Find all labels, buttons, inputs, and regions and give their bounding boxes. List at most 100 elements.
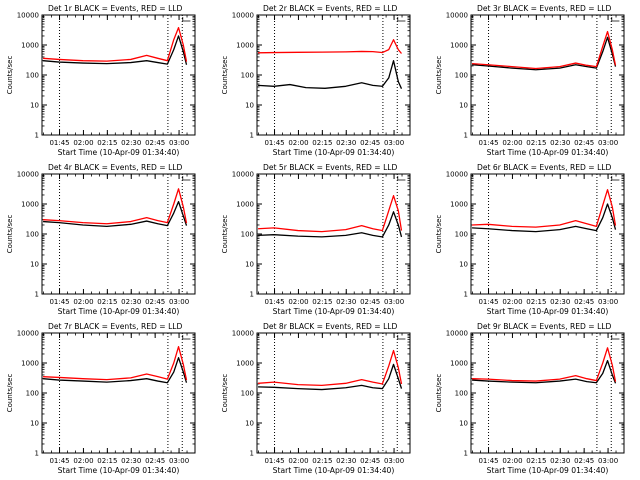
y-tick-label: 10000 [446, 171, 468, 179]
x-tick-label: 02:15 [526, 139, 546, 147]
y-tick-label: 10 [245, 261, 254, 269]
x-tick-label: 02:00 [73, 457, 93, 465]
lld-series-line [43, 188, 188, 225]
x-tick-label: 02:15 [97, 139, 117, 147]
chart-title: Det 1r BLACK = Events, RED = LLD [48, 4, 183, 13]
plot-frame [470, 14, 625, 136]
x-tick-label: 02:45 [574, 298, 594, 306]
y-tick-label: 10 [459, 261, 468, 269]
interval-bracket [611, 17, 620, 22]
lld-series-line [43, 346, 188, 381]
y-tick-label: 1 [464, 450, 468, 458]
interval-bracket [182, 176, 191, 181]
x-tick-label: 02:00 [73, 139, 93, 147]
y-axis-label: Counts/sec [6, 374, 14, 413]
lld-series-line [472, 347, 617, 382]
events-series-line [258, 211, 403, 238]
y-axis-label: Counts/sec [221, 215, 229, 254]
x-tick-label: 01:45 [478, 298, 498, 306]
interval-bracket [611, 176, 620, 181]
y-tick-label: 1000 [21, 42, 39, 50]
y-tick-label: 100 [26, 72, 39, 80]
x-tick-label: 01:45 [478, 457, 498, 465]
chart-title: Det 3r BLACK = Events, RED = LLD [477, 4, 612, 13]
x-tick-label: 02:00 [73, 298, 93, 306]
x-tick-label: 02:00 [502, 457, 522, 465]
x-tick-label: 02:00 [288, 139, 308, 147]
interval-bracket [397, 176, 406, 181]
events-series-line [43, 35, 188, 65]
chart-title: Det 2r BLACK = Events, RED = LLD [263, 4, 398, 13]
events-series-line [258, 363, 403, 391]
x-tick-label: 02:45 [574, 457, 594, 465]
x-tick-label: 02:30 [550, 457, 570, 465]
x-tick-label: 02:15 [312, 457, 332, 465]
y-tick-label: 1 [464, 291, 468, 299]
y-tick-label: 10000 [17, 330, 39, 338]
x-axis-label: Start Time (10-Apr-09 01:34:40) [273, 466, 395, 475]
interval-bracket [182, 335, 191, 340]
x-tick-label: 03:00 [384, 457, 404, 465]
x-tick-label: 03:00 [598, 298, 618, 306]
chart-panel-6: Det 6r BLACK = Events, RED = LLD 1 10 100 10… [435, 163, 625, 316]
y-tick-label: 10000 [446, 330, 468, 338]
x-tick-label: 02:30 [121, 298, 141, 306]
x-tick-label: 01:45 [264, 457, 284, 465]
plot-frame [41, 173, 196, 295]
events-series-line [472, 203, 617, 233]
y-axis-label: Counts/sec [435, 215, 443, 254]
x-tick-label: 01:45 [264, 139, 284, 147]
x-axis-label: Start Time (10-Apr-09 01:34:40) [487, 307, 609, 316]
x-tick-label: 02:45 [360, 139, 380, 147]
y-tick-label: 1 [464, 132, 468, 140]
y-tick-label: 1 [250, 450, 254, 458]
y-tick-label: 100 [26, 390, 39, 398]
y-tick-label: 1000 [450, 201, 468, 209]
x-tick-label: 02:45 [360, 298, 380, 306]
y-tick-label: 1 [250, 132, 254, 140]
x-tick-label: 02:30 [121, 139, 141, 147]
x-tick-label: 02:30 [121, 457, 141, 465]
plot-frame [256, 173, 411, 295]
y-tick-label: 10 [30, 261, 39, 269]
x-tick-label: 01:45 [264, 298, 284, 306]
x-tick-label: 02:30 [550, 298, 570, 306]
chart-panel-9: Det 9r BLACK = Events, RED = LLD 1 10 100 10… [435, 322, 625, 475]
chart-panel-5: Det 5r BLACK = Events, RED = LLD 1 10 100 10… [221, 163, 411, 316]
y-axis-label: Counts/sec [6, 56, 14, 95]
y-tick-label: 10000 [446, 12, 468, 20]
lld-series-line [258, 349, 403, 386]
events-series-line [43, 357, 188, 384]
x-tick-label: 01:45 [49, 457, 69, 465]
x-tick-label: 02:45 [145, 457, 165, 465]
y-tick-label: 100 [241, 72, 254, 80]
y-tick-label: 100 [455, 72, 468, 80]
y-tick-label: 1000 [21, 360, 39, 368]
x-tick-label: 03:00 [169, 139, 189, 147]
y-tick-label: 10000 [17, 171, 39, 179]
chart-panel-2: Det 2r BLACK = Events, RED = LLD 1 10 100 10… [221, 4, 411, 157]
events-series-line [258, 60, 403, 89]
y-tick-label: 10000 [232, 171, 254, 179]
x-tick-label: 02:30 [336, 298, 356, 306]
x-tick-label: 02:15 [97, 457, 117, 465]
x-axis-label: Start Time (10-Apr-09 01:34:40) [58, 148, 180, 157]
x-tick-label: 03:00 [598, 457, 618, 465]
chart-title: Det 6r BLACK = Events, RED = LLD [477, 163, 612, 172]
x-tick-label: 01:45 [49, 298, 69, 306]
chart-title: Det 8r BLACK = Events, RED = LLD [263, 322, 398, 331]
x-tick-label: 03:00 [384, 298, 404, 306]
x-tick-label: 02:15 [312, 298, 332, 306]
y-tick-label: 1 [35, 291, 39, 299]
y-tick-label: 10 [245, 102, 254, 110]
interval-bracket [397, 17, 406, 22]
lld-series-line [43, 26, 188, 62]
y-tick-label: 1000 [236, 42, 254, 50]
x-tick-label: 02:45 [360, 457, 380, 465]
x-axis-label: Start Time (10-Apr-09 01:34:40) [273, 148, 395, 157]
x-axis-label: Start Time (10-Apr-09 01:34:40) [487, 148, 609, 157]
y-tick-label: 10000 [17, 12, 39, 20]
x-tick-label: 03:00 [169, 298, 189, 306]
